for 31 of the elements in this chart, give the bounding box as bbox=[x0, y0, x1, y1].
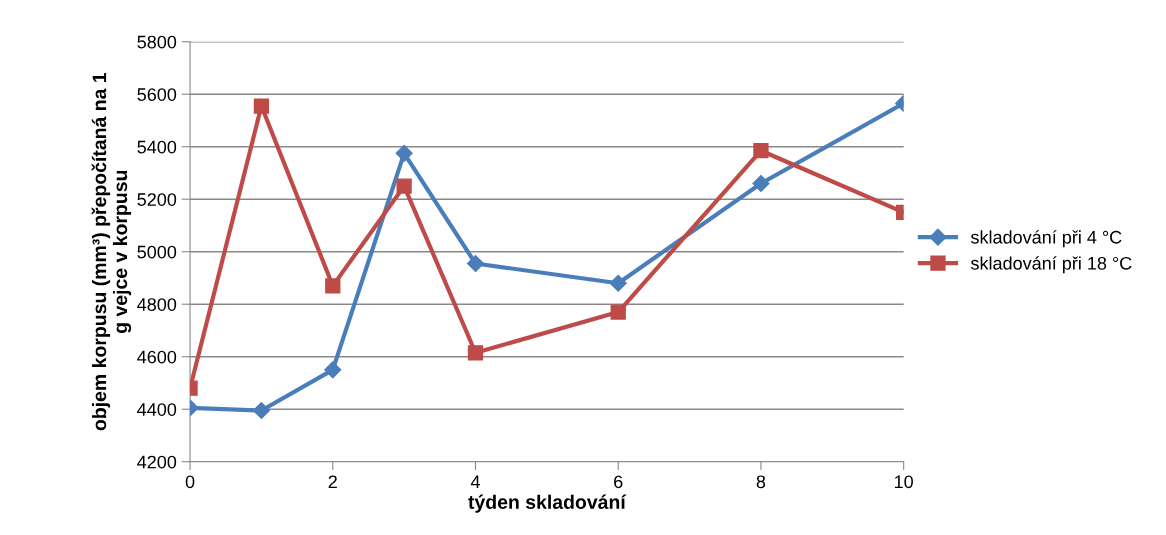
y-tick-label: 5400 bbox=[137, 140, 177, 154]
y-tick-label: 4400 bbox=[137, 403, 177, 416]
y-tick-label: 4600 bbox=[137, 350, 177, 364]
point bbox=[753, 143, 769, 159]
point bbox=[325, 278, 341, 294]
point bbox=[396, 178, 412, 194]
x-tick-label: 8 bbox=[756, 475, 766, 489]
y-axis-title: objem korpusu (mm³) přepočítaná na 1 g vejce v korpusu bbox=[91, 72, 132, 431]
point bbox=[609, 274, 627, 292]
legend-label: skladování při 18 °C bbox=[970, 256, 1132, 274]
x-tick-label: 6 bbox=[614, 475, 623, 489]
y-tick-label: 5800 bbox=[137, 35, 177, 49]
x-axis-title: týden skladování bbox=[468, 494, 627, 513]
x-tick-label: 0 bbox=[185, 475, 195, 489]
point bbox=[395, 144, 413, 162]
point bbox=[466, 254, 485, 273]
point bbox=[752, 174, 770, 193]
y-tick-label: 4200 bbox=[137, 455, 177, 469]
legend-label: skladování při 4 °C bbox=[970, 230, 1122, 248]
x-tick-label: 2 bbox=[328, 475, 337, 488]
y-tick-label: 5000 bbox=[137, 245, 177, 259]
point bbox=[252, 401, 270, 420]
y-tick-label: 5600 bbox=[137, 88, 177, 101]
point bbox=[610, 304, 626, 320]
y-tick-label: 4800 bbox=[137, 298, 177, 311]
point bbox=[324, 361, 342, 379]
point bbox=[253, 98, 270, 114]
point bbox=[467, 345, 484, 361]
x-tick-label: 10 bbox=[894, 475, 913, 489]
x-tick-label: 4 bbox=[470, 475, 480, 488]
y-tick-label: 5200 bbox=[137, 193, 177, 206]
